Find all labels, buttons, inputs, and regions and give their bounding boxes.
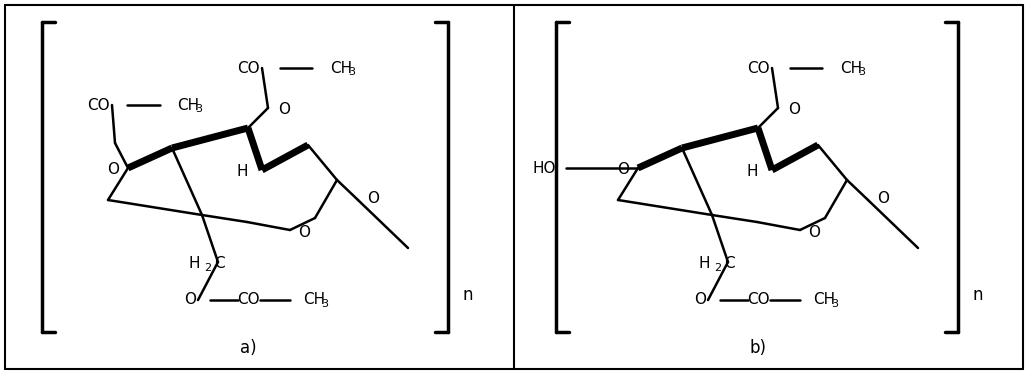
- Text: H: H: [698, 257, 710, 272]
- Text: CO: CO: [747, 61, 770, 76]
- Text: a): a): [240, 339, 256, 357]
- Text: CH: CH: [840, 61, 862, 76]
- Text: O: O: [617, 162, 629, 177]
- Text: 3: 3: [321, 299, 328, 309]
- Text: CH: CH: [303, 292, 325, 307]
- Text: H: H: [188, 257, 200, 272]
- Text: b): b): [749, 339, 767, 357]
- Text: n: n: [972, 286, 984, 304]
- Text: O: O: [788, 101, 800, 116]
- Text: O: O: [278, 101, 290, 116]
- Text: H: H: [746, 163, 758, 178]
- Text: CH: CH: [813, 292, 835, 307]
- Text: C: C: [724, 257, 735, 272]
- Text: C: C: [214, 257, 225, 272]
- Text: 2: 2: [714, 263, 721, 273]
- Text: CO: CO: [87, 98, 110, 113]
- Text: CO: CO: [237, 61, 260, 76]
- Text: O: O: [877, 190, 889, 205]
- Text: 3: 3: [348, 67, 355, 77]
- Text: H: H: [236, 163, 248, 178]
- Text: n: n: [463, 286, 474, 304]
- Text: CO: CO: [236, 292, 259, 307]
- Text: CH: CH: [177, 98, 199, 113]
- Text: 3: 3: [858, 67, 865, 77]
- Text: 2: 2: [204, 263, 211, 273]
- Text: O: O: [298, 224, 310, 239]
- Text: O: O: [367, 190, 379, 205]
- Text: 3: 3: [831, 299, 838, 309]
- Text: O: O: [808, 224, 820, 239]
- Text: O: O: [107, 162, 119, 177]
- Text: 3: 3: [195, 104, 201, 114]
- Text: HO: HO: [533, 160, 556, 175]
- Text: O: O: [184, 292, 196, 307]
- Text: CH: CH: [330, 61, 353, 76]
- Text: O: O: [694, 292, 706, 307]
- Text: CO: CO: [746, 292, 769, 307]
